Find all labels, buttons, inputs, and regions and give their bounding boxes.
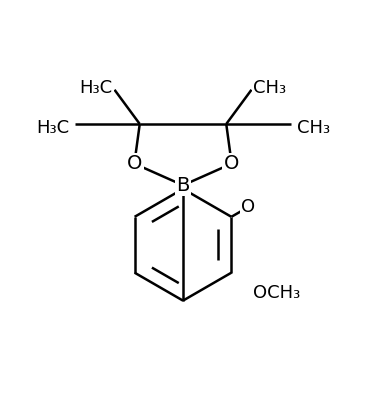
Text: O: O [242, 198, 255, 216]
Text: B: B [176, 176, 190, 195]
Text: CH₃: CH₃ [296, 118, 330, 137]
Text: O: O [224, 154, 239, 173]
Text: B: B [176, 176, 190, 195]
Text: O: O [224, 154, 239, 173]
Text: CH₃: CH₃ [253, 79, 287, 97]
Text: O: O [127, 154, 142, 173]
Text: O: O [127, 154, 142, 173]
Text: OCH₃: OCH₃ [253, 285, 300, 302]
Text: H₃C: H₃C [79, 79, 113, 97]
Text: H₃C: H₃C [36, 118, 70, 137]
